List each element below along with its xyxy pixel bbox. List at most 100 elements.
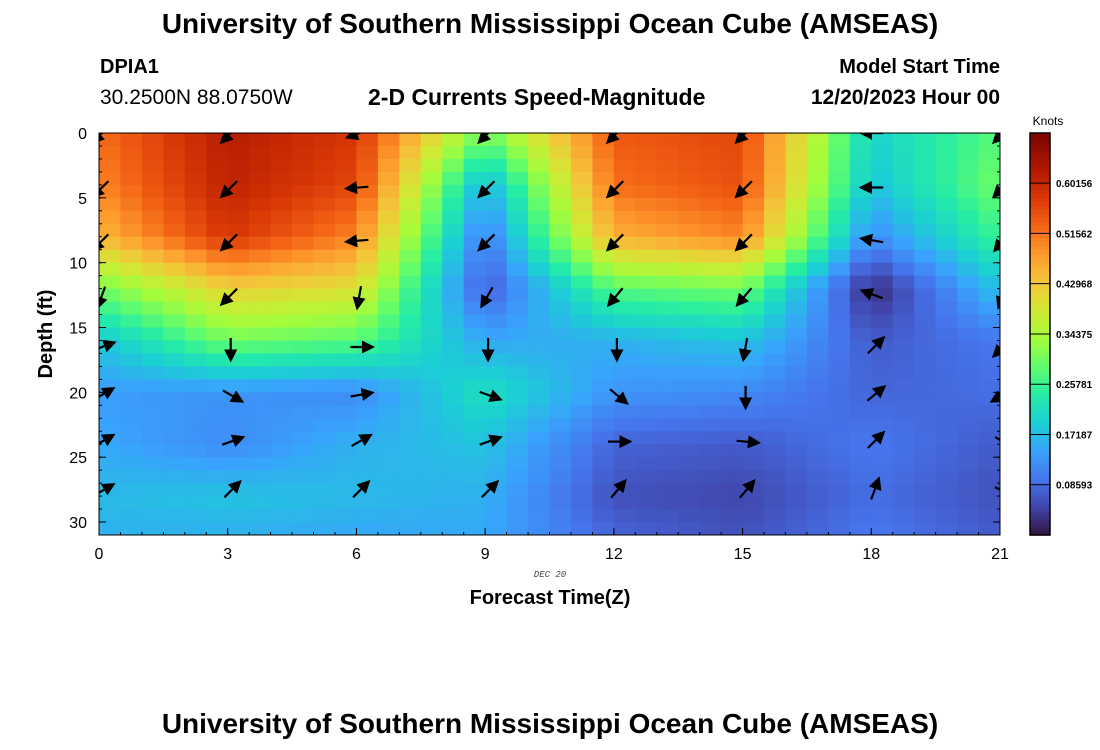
colorbar-segment bbox=[1030, 362, 1050, 367]
heatmap-cell bbox=[892, 184, 915, 199]
heatmap-cell bbox=[914, 366, 937, 380]
heatmap-cell bbox=[764, 314, 787, 329]
heatmap-cell bbox=[914, 145, 937, 160]
heatmap-cell bbox=[914, 288, 937, 303]
heatmap-cell bbox=[141, 145, 164, 160]
heatmap-cell bbox=[570, 171, 593, 186]
heatmap-cell bbox=[828, 184, 851, 199]
heatmap-cell bbox=[249, 236, 272, 251]
heatmap-cell bbox=[699, 444, 722, 458]
heatmap-cell bbox=[935, 392, 958, 406]
heatmap-cell bbox=[334, 275, 358, 290]
heatmap-cell bbox=[849, 145, 872, 160]
heatmap-cell bbox=[592, 301, 615, 316]
heatmap-cell bbox=[313, 457, 336, 471]
heatmap-cell bbox=[806, 522, 829, 535]
heatmap-cell bbox=[978, 145, 1000, 160]
current-arrow bbox=[221, 434, 246, 448]
heatmap-cell bbox=[806, 197, 829, 212]
heatmap-cell bbox=[334, 210, 358, 225]
heatmap-cell bbox=[699, 288, 722, 303]
heatmap-cell bbox=[699, 145, 722, 160]
heatmap-cell bbox=[377, 457, 400, 471]
heatmap-cell bbox=[871, 522, 894, 535]
heatmap-cell bbox=[678, 301, 701, 316]
heatmap-cell bbox=[806, 184, 829, 199]
heatmap-cell bbox=[206, 145, 229, 160]
heatmap-cell bbox=[699, 353, 722, 368]
colorbar-segment bbox=[1030, 350, 1050, 355]
heatmap-cell bbox=[270, 522, 293, 535]
heatmap-cell bbox=[377, 210, 400, 225]
heatmap-cell bbox=[613, 314, 636, 329]
heatmap-cell bbox=[377, 158, 400, 173]
heatmap-cell bbox=[206, 158, 229, 173]
heatmap-cell bbox=[935, 275, 958, 290]
heatmap-cell bbox=[914, 392, 937, 406]
heatmap-cell bbox=[377, 223, 400, 238]
heatmap-cell bbox=[678, 327, 701, 342]
heatmap-cell bbox=[849, 249, 872, 264]
heatmap-cell bbox=[570, 509, 593, 523]
heatmap-cell bbox=[764, 366, 787, 380]
heatmap-cell bbox=[313, 379, 336, 393]
heatmap-cell bbox=[678, 197, 701, 212]
heatmap-cell bbox=[313, 184, 336, 199]
heatmap-cell bbox=[871, 197, 894, 212]
heatmap-cell bbox=[828, 197, 851, 212]
heatmap-cell bbox=[785, 158, 808, 173]
heatmap-cell bbox=[806, 275, 829, 290]
heatmap-cell bbox=[442, 431, 465, 445]
colorbar-segment bbox=[1030, 418, 1050, 424]
heatmap-cell bbox=[828, 171, 851, 186]
heatmap-cell bbox=[184, 457, 207, 471]
heatmap-cell bbox=[549, 457, 572, 471]
heatmap-cell bbox=[528, 392, 551, 406]
current-arrow bbox=[736, 435, 762, 449]
heatmap-cell bbox=[292, 457, 315, 471]
heatmap-cell bbox=[570, 301, 593, 316]
heatmap-cell bbox=[485, 223, 508, 238]
heatmap-cell bbox=[120, 158, 143, 173]
heatmap-cell bbox=[249, 444, 272, 458]
heatmap-cell bbox=[892, 496, 915, 510]
heatmap-cell bbox=[377, 366, 400, 380]
heatmap-cell bbox=[506, 314, 529, 329]
heatmap-cell bbox=[485, 496, 508, 510]
heatmap-cell bbox=[678, 340, 701, 355]
heatmap-cell bbox=[549, 496, 572, 510]
heatmap-cell bbox=[785, 223, 808, 238]
heatmap-cell bbox=[399, 405, 422, 419]
heatmap-cell bbox=[613, 158, 636, 173]
heatmap-cell bbox=[871, 496, 894, 510]
heatmap-cell bbox=[377, 133, 400, 147]
x-tick-label: 18 bbox=[862, 546, 880, 563]
heatmap-cell bbox=[420, 444, 443, 458]
heatmap-cell bbox=[120, 210, 143, 225]
heatmap-cell bbox=[292, 483, 315, 497]
heatmap-cell bbox=[377, 522, 400, 535]
current-arrow bbox=[738, 478, 756, 499]
heatmap-cell bbox=[249, 327, 272, 342]
heatmap-cell bbox=[463, 158, 486, 173]
heatmap-cell bbox=[141, 483, 164, 497]
heatmap-cell bbox=[442, 418, 465, 432]
heatmap-cell bbox=[849, 314, 872, 329]
heatmap-cell bbox=[399, 379, 422, 393]
heatmap-cell bbox=[528, 236, 551, 251]
heatmap-cell bbox=[270, 379, 293, 393]
heatmap-cell bbox=[227, 210, 250, 225]
heatmap-cell bbox=[828, 353, 851, 368]
heatmap-cell bbox=[206, 522, 229, 535]
heatmap-cell bbox=[463, 210, 486, 225]
heatmap-cell bbox=[120, 197, 143, 212]
heatmap-cell bbox=[678, 457, 701, 471]
heatmap-cell bbox=[313, 496, 336, 510]
heatmap-cell bbox=[785, 353, 808, 368]
heatmap-cell bbox=[935, 262, 958, 277]
heatmap-cell bbox=[420, 210, 443, 225]
heatmap-cell bbox=[334, 223, 358, 238]
heatmap-cell bbox=[463, 509, 486, 523]
heatmap-cell bbox=[227, 314, 250, 329]
heatmap-cell bbox=[485, 210, 508, 225]
